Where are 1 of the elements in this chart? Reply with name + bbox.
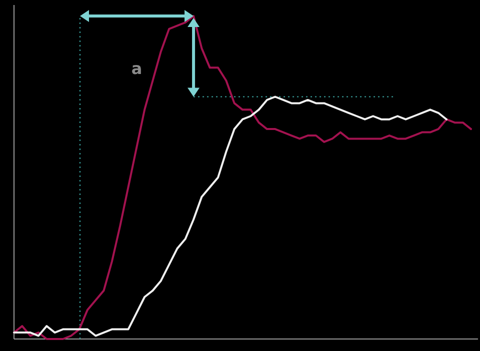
annotation: a bbox=[131, 59, 142, 78]
